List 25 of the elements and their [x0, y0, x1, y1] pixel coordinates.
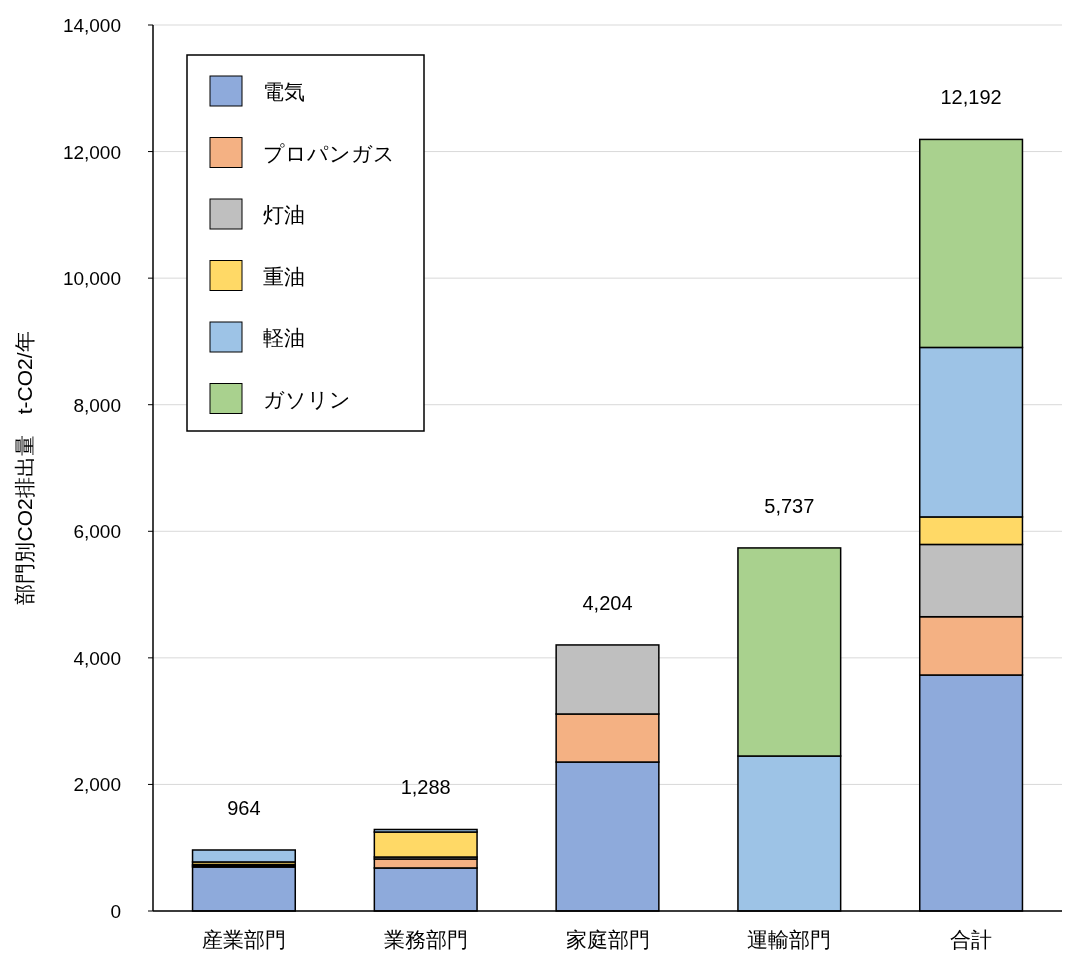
- y-tick-label: 8,000: [73, 394, 121, 416]
- legend-label: プロパンガス: [263, 141, 395, 165]
- x-tick-label: 産業部門: [201, 928, 286, 951]
- x-tick-label: 運輸部門: [747, 928, 832, 951]
- legend-label: 軽油: [263, 326, 305, 349]
- y-tick-label: 14,000: [62, 15, 121, 36]
- total-label: 12,192: [940, 86, 1002, 109]
- total-label: 1,288: [400, 776, 451, 799]
- y-tick-label: 2,000: [73, 774, 121, 796]
- x-tick-label: 合計: [950, 928, 993, 951]
- y-tick-label: 0: [110, 901, 121, 922]
- total-label: 5,737: [764, 494, 815, 517]
- y-tick-label: 6,000: [73, 521, 121, 543]
- total-label: 964: [227, 796, 261, 819]
- legend-label: ガソリン: [263, 387, 351, 411]
- y-tick-label: 10,000: [62, 268, 121, 290]
- x-tick-label: 家庭部門: [565, 928, 650, 951]
- x-tick-label: 業務部門: [383, 928, 468, 951]
- y-tick-label: 4,000: [73, 647, 121, 669]
- total-label: 4,204: [582, 591, 633, 614]
- legend-label: 重油: [263, 264, 305, 288]
- y-tick-label: 12,000: [62, 141, 121, 163]
- legend-label: 灯油: [263, 203, 305, 226]
- legend-label: 電気: [263, 80, 305, 103]
- y-axis-title: 部門別CO2排出量 t-CO2/年: [13, 331, 36, 605]
